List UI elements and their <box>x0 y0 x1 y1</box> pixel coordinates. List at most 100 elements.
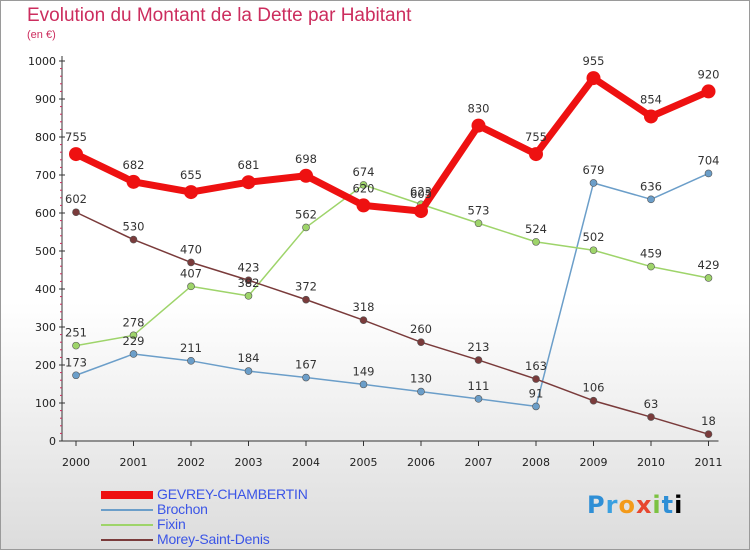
y-tick-label: 400 <box>35 283 56 296</box>
legend-swatch <box>101 538 153 541</box>
y-tick-label: 500 <box>35 245 56 258</box>
data-label: 955 <box>583 54 605 68</box>
y-tick-label: 700 <box>35 169 56 182</box>
data-label: 184 <box>238 351 260 365</box>
x-tick-label: 2008 <box>522 456 550 469</box>
data-point <box>417 338 425 347</box>
data-label: 920 <box>698 67 720 81</box>
data-label: 605 <box>410 187 432 201</box>
data-point <box>244 292 253 300</box>
legend-item: Brochon <box>101 501 361 517</box>
data-point <box>299 168 313 183</box>
data-label: 213 <box>468 340 490 354</box>
data-point <box>704 430 713 438</box>
proxiti-logo: Proxiti <box>587 491 684 519</box>
data-point <box>244 276 253 285</box>
data-point <box>644 109 658 124</box>
data-point <box>704 169 713 178</box>
series-line <box>75 184 709 347</box>
data-point <box>72 208 80 217</box>
data-point <box>302 223 310 232</box>
legend-label: Morey-Saint-Denis <box>157 531 270 547</box>
data-label: 530 <box>123 220 145 234</box>
legend-label: GEVREY-CHAMBERTIN <box>157 486 308 502</box>
data-label: 318 <box>353 300 375 314</box>
data-label: 382 <box>238 276 260 290</box>
x-tick-label: 2004 <box>292 456 320 469</box>
legend: GEVREY-CHAMBERTIN Brochon Fixin Morey-Saint… <box>101 486 361 547</box>
data-label: 407 <box>180 266 202 280</box>
x-tick-label: 2001 <box>120 456 148 469</box>
data-point <box>359 380 368 389</box>
data-label: 755 <box>65 130 87 144</box>
data-label: 679 <box>583 163 605 177</box>
data-point <box>187 282 195 291</box>
y-tick-label: 0 <box>49 435 56 448</box>
data-point <box>187 258 195 267</box>
data-label: 423 <box>238 260 260 274</box>
data-label: 573 <box>468 203 490 217</box>
data-point <box>302 295 310 304</box>
data-label: 260 <box>410 322 432 336</box>
x-tick-label: 2002 <box>177 456 205 469</box>
data-label: 636 <box>640 179 662 193</box>
data-point <box>532 402 540 411</box>
chart-subtitle: (en €) <box>27 29 56 41</box>
data-point <box>647 195 655 204</box>
x-tick-label: 2000 <box>62 456 90 469</box>
series-line <box>75 172 709 408</box>
data-label: 830 <box>468 102 490 116</box>
data-point <box>302 373 310 382</box>
data-label: 562 <box>295 207 317 221</box>
y-tick-label: 800 <box>35 131 56 144</box>
data-point <box>414 204 428 219</box>
data-point <box>184 185 198 200</box>
data-label: 524 <box>525 222 547 236</box>
axes: 0 100 200 300 400 500 600 700 800 900 1000 2000 2001… <box>28 55 723 469</box>
series-line <box>74 74 710 215</box>
legend-swatch <box>101 523 153 526</box>
chart-title: Evolution du Montant de la Dette par Hab… <box>27 5 412 26</box>
y-tick-label: 300 <box>35 321 56 334</box>
data-label: 704 <box>698 153 720 167</box>
data-point <box>471 118 486 133</box>
data-point <box>359 316 368 324</box>
data-label: 251 <box>65 326 87 340</box>
data-point <box>647 262 655 271</box>
data-point <box>72 341 80 350</box>
x-tick-label: 2006 <box>407 456 435 469</box>
data-point <box>129 350 138 358</box>
y-tick-label: 1000 <box>28 55 56 68</box>
legend-swatch <box>101 508 153 511</box>
data-label: 106 <box>583 381 605 395</box>
data-point <box>72 371 80 380</box>
data-point <box>529 147 543 162</box>
data-label: 682 <box>123 158 145 172</box>
data-label: 620 <box>353 181 375 195</box>
data-point <box>586 71 601 86</box>
data-point <box>187 357 195 365</box>
x-tick-label: 2010 <box>637 456 665 469</box>
data-label: 459 <box>640 247 662 261</box>
data-label: 18 <box>701 414 716 428</box>
data-point <box>417 387 425 396</box>
y-tick-label: 200 <box>35 359 56 372</box>
data-label: 755 <box>525 130 547 144</box>
data-label: 655 <box>180 168 202 182</box>
data-label: 429 <box>698 258 720 272</box>
y-tick-label: 100 <box>35 397 56 410</box>
data-label: 602 <box>65 192 87 206</box>
data-label: 111 <box>468 379 490 393</box>
series-line <box>75 211 709 435</box>
data-label: 674 <box>353 165 375 179</box>
data-point <box>129 235 138 244</box>
data-label: 91 <box>529 386 544 400</box>
data-label: 130 <box>410 372 432 386</box>
x-tick-label: 2007 <box>465 456 493 469</box>
legend-item: Fixin <box>101 516 361 532</box>
data-label: 470 <box>180 242 202 256</box>
data-point <box>589 396 598 405</box>
legend-item: Morey-Saint-Denis <box>101 531 361 547</box>
data-label: 229 <box>123 334 145 348</box>
